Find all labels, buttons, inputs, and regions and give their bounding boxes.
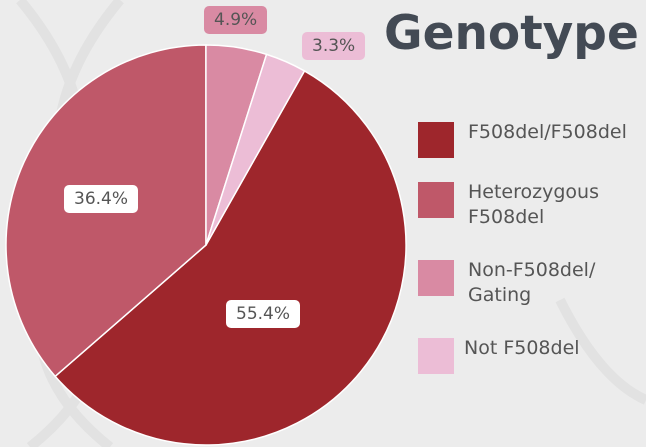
legend-label: Heterozygous F508del bbox=[468, 180, 628, 229]
chart-title: Genotype bbox=[384, 10, 639, 57]
legend-swatch bbox=[418, 122, 454, 158]
legend: F508del/F508del Heterozygous F508del Non-F… bbox=[418, 118, 646, 412]
legend-label: Not F508del bbox=[464, 336, 624, 361]
legend-label: Non-F508del/ Gating bbox=[468, 258, 628, 307]
legend-label: F508del/F508del bbox=[468, 120, 628, 145]
chart: Genotype F508del/F508del Heterozygous F50… bbox=[0, 0, 646, 447]
value-label: 3.3% bbox=[302, 32, 365, 60]
value-label: 4.9% bbox=[204, 6, 267, 34]
legend-item: F508del/F508del bbox=[418, 118, 646, 158]
value-label: 36.4% bbox=[64, 185, 138, 213]
legend-swatch bbox=[418, 182, 454, 218]
legend-item: Not F508del bbox=[418, 334, 646, 392]
legend-swatch bbox=[418, 260, 454, 296]
legend-item: Heterozygous F508del bbox=[418, 178, 646, 236]
value-label: 55.4% bbox=[226, 300, 300, 328]
legend-item: Non-F508del/ Gating bbox=[418, 256, 646, 314]
legend-swatch bbox=[418, 338, 454, 374]
